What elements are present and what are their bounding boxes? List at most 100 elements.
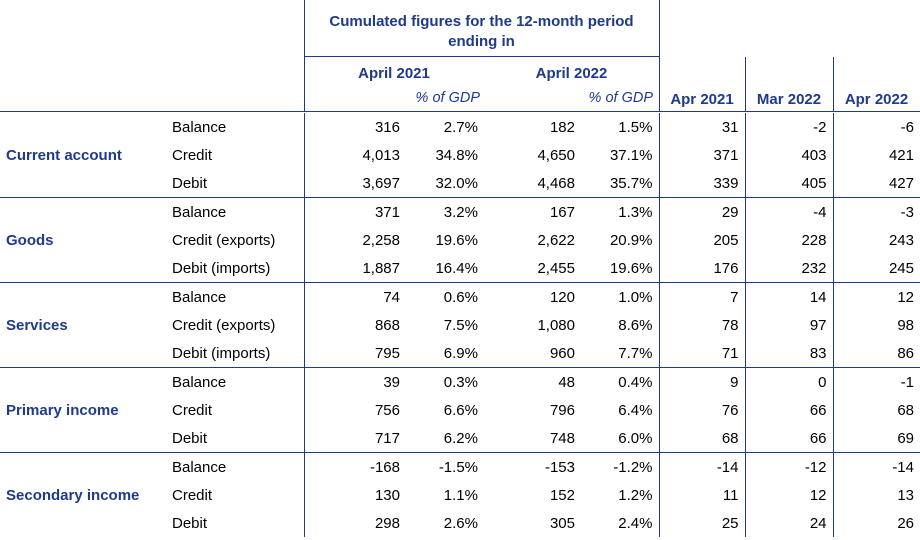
row-label: Debit <box>172 514 208 532</box>
value-apr-2021: 205 <box>658 226 745 254</box>
value-mar-2022: 405 <box>744 169 833 198</box>
pct-gdp-apr2022: 0.4% <box>581 367 659 396</box>
value-apr-2021: 78 <box>658 311 745 339</box>
value-apr2022-cum: 152 <box>549 486 575 504</box>
table-row: Current account Credit 4,013 34.8% 4,650 37.1… <box>0 141 920 169</box>
value-mar-2022: 14 <box>744 282 833 311</box>
row-label: Debit <box>172 429 208 447</box>
pct-gdp-apr2021: 6.6% <box>443 401 478 419</box>
value-apr2021-cum: 717 <box>303 424 406 453</box>
table-row: Debit (imports) 795 6.9% 960 7.7% 71 83 86 <box>0 339 920 368</box>
value-apr-2022: 69 <box>832 424 920 453</box>
value-mar-2022: 24 <box>744 509 833 537</box>
value-apr2021-cum: 3,697 <box>303 169 406 198</box>
value-apr2022-cum: 4,650 <box>537 146 575 164</box>
value-apr-2022: 421 <box>832 141 920 169</box>
category-spacer <box>0 339 168 368</box>
row-label: Debit (imports) <box>172 344 271 362</box>
table-row: Services Credit (exports) 868 7.5% 1,080 8.6%… <box>0 311 920 339</box>
value-apr-2022: 13 <box>832 481 920 509</box>
value-apr2022-cum: 4,468 <box>537 174 575 192</box>
category-spacer <box>0 197 168 226</box>
row-label: Balance <box>168 367 304 396</box>
header-rule-bottom <box>0 111 920 112</box>
value-apr-2022: 245 <box>832 254 920 283</box>
value-apr-2022: -3 <box>832 197 920 226</box>
period-april-2022: April 2022 <box>535 65 608 82</box>
table-row: Goods Credit (exports) 2,258 19.6% 2,622 20.9… <box>0 226 920 254</box>
value-apr2022-cum: 2,622 <box>537 231 575 249</box>
table-row: Debit 298 2.6% 305 2.4% 25 24 26 <box>0 509 920 537</box>
value-mar-2022: -2 <box>744 113 833 141</box>
value-apr-2022: -6 <box>832 113 920 141</box>
value-apr2021-cum: 795 <box>303 339 406 368</box>
value-apr-2022: 243 <box>832 226 920 254</box>
table-row: Balance 316 2.7% 182 1.5% 31 -2 -6 <box>0 113 920 141</box>
row-label: Credit (exports) <box>172 316 276 334</box>
pct-gdp-apr2021: 0.3% <box>406 367 484 396</box>
category-label: Secondary income <box>6 486 140 504</box>
header-divider-apr <box>833 57 834 112</box>
pct-gdp-apr2021: 1.1% <box>443 486 478 504</box>
value-apr-2022: -1 <box>832 367 920 396</box>
value-apr2021-cum: 298 <box>303 509 406 537</box>
category-spacer <box>0 424 168 453</box>
value-apr2022-cum: 960 <box>549 344 575 362</box>
pct-gdp-2022: % of GDP <box>588 90 653 106</box>
pct-gdp-apr2021: 34.8% <box>435 146 478 164</box>
row-label: Debit <box>172 174 208 192</box>
row-label: Balance <box>168 197 304 226</box>
cumulated-title-line2: ending in <box>448 33 515 50</box>
table-row: Debit 717 6.2% 748 6.0% 68 66 69 <box>0 424 920 453</box>
category-spacer <box>0 169 168 198</box>
row-label: Credit <box>172 401 213 419</box>
header-rule-cumulated <box>304 56 659 57</box>
row-label: Balance <box>172 118 227 136</box>
value-apr-2022: 26 <box>832 509 920 537</box>
pct-gdp-apr2021: 7.5% <box>443 316 478 334</box>
value-apr-2021: 176 <box>658 254 745 283</box>
value-apr-2021: 9 <box>658 367 745 396</box>
data-grid: Balance 316 2.7% 182 1.5% 31 -2 -6 Current accou… <box>0 113 920 537</box>
row-label: Credit <box>172 146 213 164</box>
table-row: Balance 39 0.3% 48 0.4% 9 0 -1 <box>0 367 920 396</box>
value-mar-2022: 83 <box>744 339 833 368</box>
value-apr2022-cum: 182 <box>549 118 575 136</box>
pct-gdp-apr2022: 35.7% <box>609 174 653 192</box>
value-mar-2022: 228 <box>744 226 833 254</box>
pct-gdp-apr2021: 0.6% <box>406 282 484 311</box>
value-apr-2021: 76 <box>658 396 745 424</box>
table-row: Secondary income Credit 130 1.1% 152 1.2% 11 12… <box>0 481 920 509</box>
cumulated-title: Cumulated figures for the 12-month perio… <box>304 12 659 52</box>
pct-gdp-apr2022: 8.6% <box>618 316 653 334</box>
value-apr-2022: 427 <box>832 169 920 198</box>
value-apr-2021: 7 <box>658 282 745 311</box>
row-label: Balance <box>168 452 304 481</box>
value-apr2022-cum: 167 <box>484 197 581 226</box>
month-mar-2022: Mar 2022 <box>756 91 822 108</box>
pct-gdp-apr2022: -1.2% <box>581 452 659 481</box>
value-apr-2021: 25 <box>658 509 745 537</box>
value-apr2022-cum: 48 <box>484 367 581 396</box>
pct-gdp-apr2022: 2.4% <box>618 514 653 532</box>
value-apr-2021: 68 <box>658 424 745 453</box>
value-apr-2022: -14 <box>832 452 920 481</box>
value-mar-2022: -4 <box>744 197 833 226</box>
value-apr2021-cum: 74 <box>303 282 406 311</box>
value-apr2021-cum: 371 <box>303 197 406 226</box>
value-mar-2022: -12 <box>744 452 833 481</box>
category-spacer <box>0 254 168 283</box>
pct-gdp-apr2022: 6.0% <box>618 429 653 447</box>
cumulated-title-line1: Cumulated figures for the 12-month perio… <box>329 13 634 30</box>
table-header: Cumulated figures for the 12-month perio… <box>0 0 920 112</box>
value-apr-2022: 98 <box>832 311 920 339</box>
period-april-2021: April 2021 <box>358 65 430 82</box>
value-mar-2022: 97 <box>744 311 833 339</box>
table-row: Debit (imports) 1,887 16.4% 2,455 19.6% 176 23… <box>0 254 920 283</box>
value-apr-2022: 86 <box>832 339 920 368</box>
pct-gdp-apr2021: 2.6% <box>443 514 478 532</box>
value-apr-2021: 71 <box>658 339 745 368</box>
pct-gdp-apr2021: 6.2% <box>443 429 478 447</box>
row-label: Debit (imports) <box>172 259 271 277</box>
